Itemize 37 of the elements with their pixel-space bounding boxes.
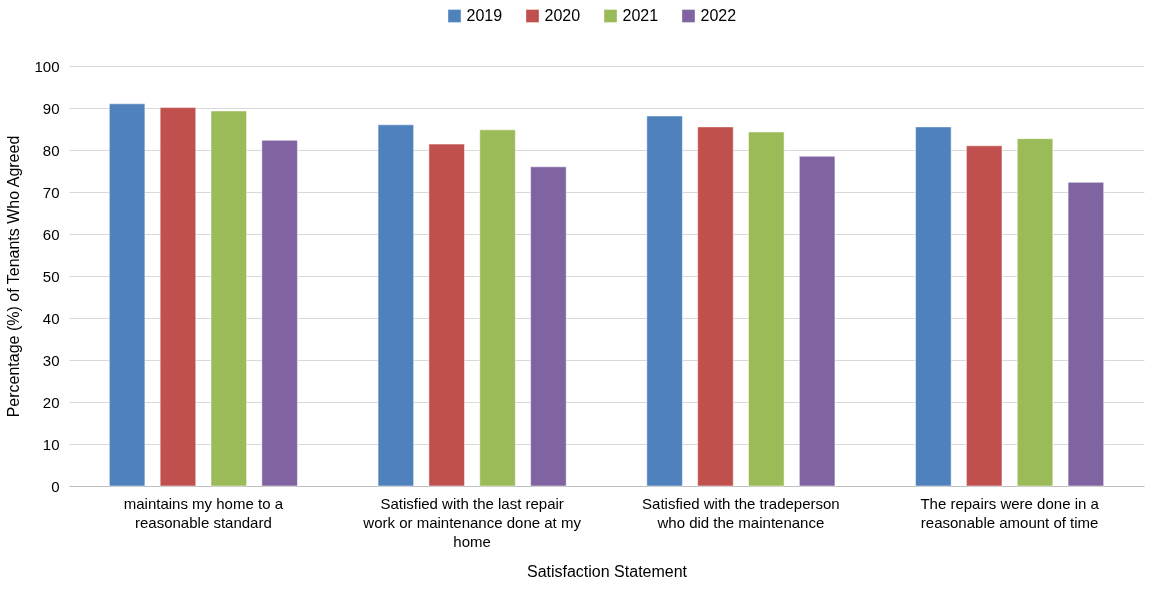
bar [1017,138,1054,487]
bar [159,107,196,487]
x-tick-label: maintains my home to a reasonable standard [123,494,284,531]
bar [109,103,146,487]
bar [428,143,465,487]
bar [479,129,516,487]
y-tick-label: 90 [42,99,60,117]
bar [748,131,785,487]
y-tick-label: 0 [51,477,60,495]
legend-label: 2019 [466,7,503,24]
y-tick-label: 30 [42,351,60,369]
bar [799,156,836,487]
bar [697,126,734,487]
x-tick-label: The repairs were done in a reasonable amount of time [920,494,1100,531]
legend-label: 2022 [700,7,737,24]
y-tick-label: 50 [42,267,60,285]
x-tick-label: Satisfied with the tradeperson who did the maintenance [642,494,840,531]
legend-label: 2020 [544,7,581,24]
x-tick-label: Satisfied with the last repair work or maintenance done at my home [362,494,582,550]
x-axis-title: Satisfaction Statement [526,562,688,580]
bar [210,110,247,487]
legend-label: 2021 [622,7,659,24]
y-tick-label: 20 [42,393,60,411]
bar [261,140,298,487]
y-tick-label: 60 [42,225,60,243]
y-tick-label: 10 [42,435,60,453]
bar [966,145,1003,487]
bar [646,115,683,487]
y-tick-label: 70 [42,183,60,201]
bar [530,166,567,487]
y-tick-label: 80 [42,141,60,159]
y-tick-label: 40 [42,309,60,327]
bar [1067,182,1104,487]
bar [377,124,414,487]
y-axis-title: Percentage (%) of Tenants Who Agreed [5,135,23,418]
y-tick-label: 100 [34,57,60,75]
bar [915,126,952,487]
